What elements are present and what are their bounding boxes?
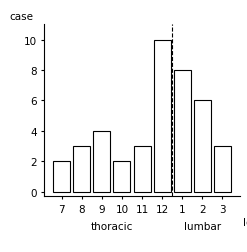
Bar <box>93 131 110 192</box>
Bar <box>73 146 90 192</box>
Text: thoracic: thoracic <box>91 221 133 231</box>
Bar <box>214 146 231 192</box>
Bar <box>113 162 130 192</box>
Bar <box>53 162 70 192</box>
Text: lumbar: lumbar <box>184 221 221 231</box>
Bar <box>174 71 191 192</box>
Text: level: level <box>244 217 247 227</box>
Text: case: case <box>9 12 33 22</box>
Bar <box>134 146 150 192</box>
Bar <box>194 101 211 192</box>
Bar <box>154 40 171 192</box>
